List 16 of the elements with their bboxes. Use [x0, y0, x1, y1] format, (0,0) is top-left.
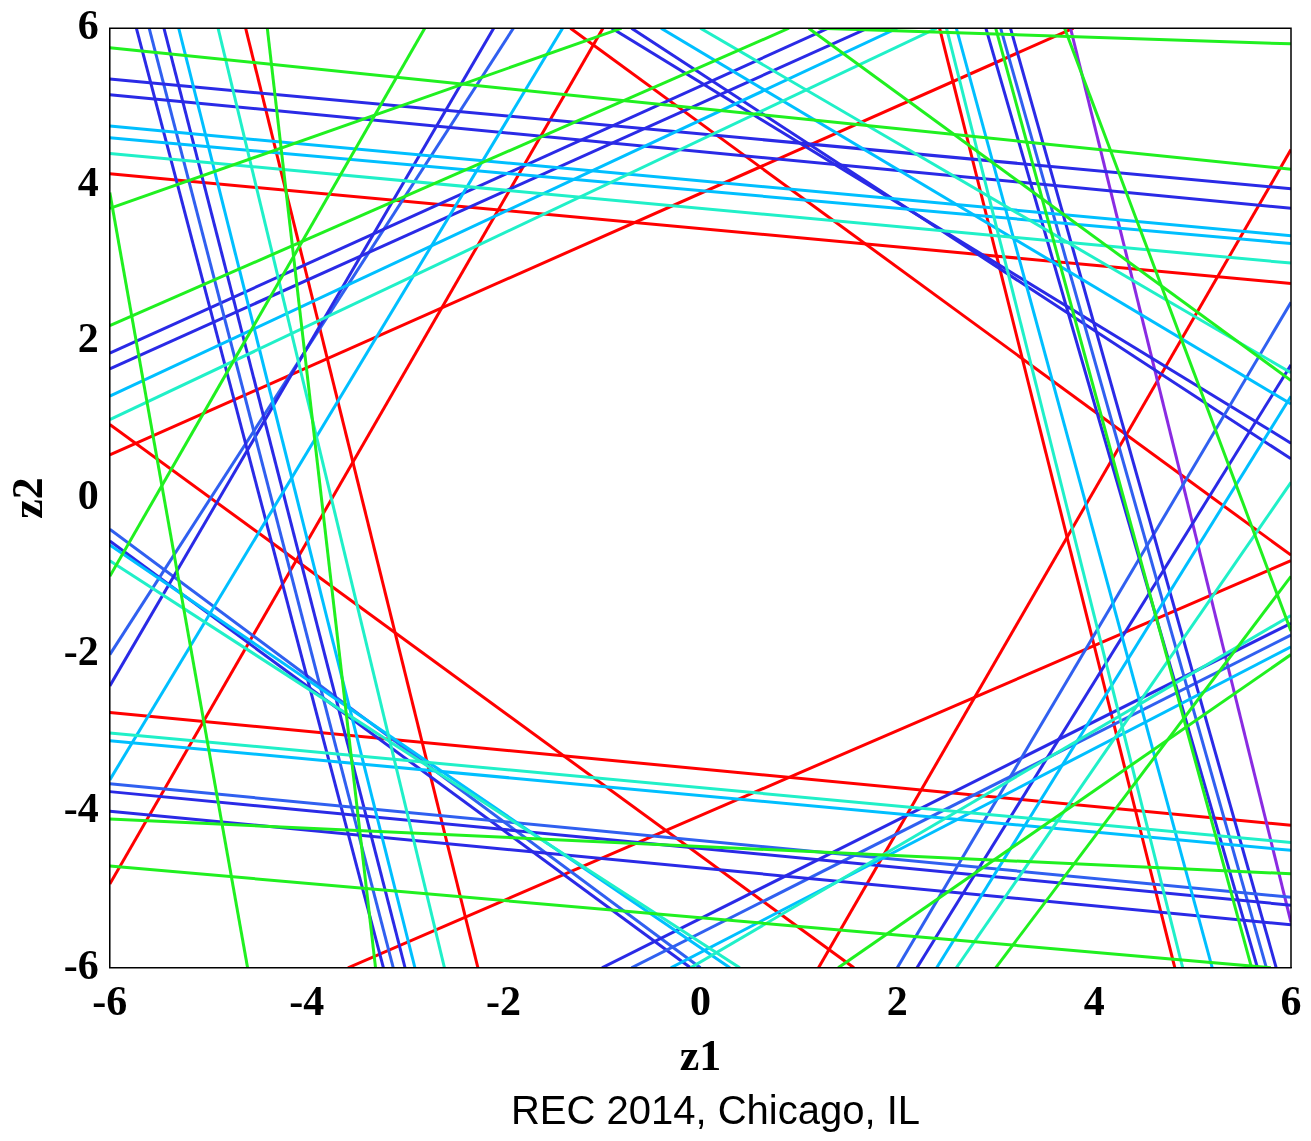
x-tick-label: 4 [1083, 977, 1105, 1024]
x-axis-title: z1 [679, 1030, 722, 1080]
x-tick-label: 6 [1280, 977, 1302, 1024]
x-tick-label: -2 [486, 977, 522, 1024]
y-tick-label: 0 [77, 471, 99, 518]
y-tick-label: -4 [63, 785, 99, 832]
y-tick-label: -2 [63, 628, 99, 675]
x-tick-label: -4 [289, 977, 325, 1024]
y-axis-title: z2 [2, 477, 52, 519]
y-tick-label: 2 [77, 315, 99, 362]
x-tick-label: 0 [689, 977, 711, 1024]
y-tick-label: 4 [77, 158, 99, 205]
x-tick-label: 2 [886, 977, 908, 1024]
y-tick-label: -6 [63, 941, 99, 988]
text: REC 2014, Chicago, IL [509, 1087, 922, 1134]
y-tick-label: 6 [77, 2, 99, 49]
